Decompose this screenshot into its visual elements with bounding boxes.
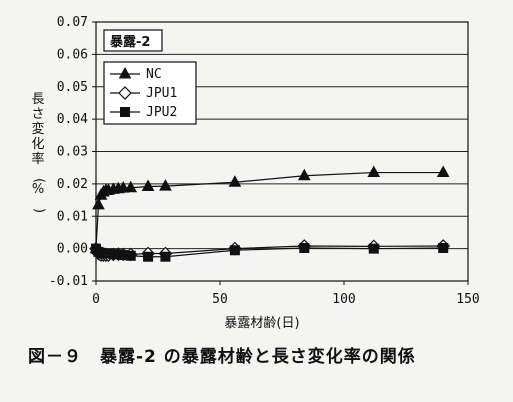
y-tick-label: 0.03 <box>57 145 88 160</box>
series <box>89 165 451 262</box>
data-point-triangle <box>141 179 155 191</box>
data-point-triangle <box>297 168 311 181</box>
x-tick-label: 0 <box>92 292 100 307</box>
data-point-square <box>125 250 136 261</box>
figure-caption: 図－９ 暴露-2 の暴露材齢と長さ変化率の関係 <box>28 347 416 367</box>
data-point-triangle <box>124 180 138 193</box>
y-axis-title-char: 変 <box>31 121 44 137</box>
legend-label: JPU2 <box>146 105 177 120</box>
panel-label-box: 暴露-2 <box>103 29 163 52</box>
y-tick-label: -0.01 <box>49 274 88 289</box>
y-axis-title-char: 率 <box>31 151 44 167</box>
y-tick-label: 0.01 <box>57 209 88 224</box>
y-tick-label: 0.04 <box>57 112 88 127</box>
data-point-diamond <box>118 86 132 100</box>
data-point-triangle <box>436 165 450 178</box>
legend-item-nc: NC <box>110 66 162 82</box>
data-point-square <box>368 243 379 254</box>
data-point-square <box>438 242 449 253</box>
y-axis-title-char: 化 <box>31 137 44 152</box>
y-tick-label: 0.05 <box>57 80 88 95</box>
data-point-square <box>120 107 130 117</box>
data-point-triangle <box>92 197 105 210</box>
y-axis-title: 長さ変化率 (%) <box>31 92 46 213</box>
x-tick-label: 50 <box>212 292 228 307</box>
y-axis-ticks: -0.01 0.00 0.01 0.02 0.03 0.04 0.05 0.06 0.07 <box>49 15 96 289</box>
data-point-triangle <box>228 175 242 187</box>
x-tick-label: 150 <box>456 292 479 307</box>
series-jpu2 <box>91 242 449 262</box>
y-tick-label: 0.06 <box>57 47 88 62</box>
data-point-triangle <box>159 179 172 191</box>
legend-label: NC <box>146 67 162 82</box>
y-axis-title-char: 長 <box>31 92 44 107</box>
data-point-square <box>143 251 154 262</box>
y-axis-title-char: さ <box>31 107 44 122</box>
x-tick-label: 100 <box>332 292 355 307</box>
y-tick-label: 0.07 <box>57 15 88 30</box>
series-nc <box>89 165 450 254</box>
data-point-square <box>160 251 171 262</box>
legend-item-jpu2: JPU2 <box>110 105 177 120</box>
data-point-square <box>299 242 310 253</box>
y-axis-title-char: ) <box>31 208 46 213</box>
legend-label: JPU1 <box>146 86 177 101</box>
panel-label: 暴露-2 <box>109 35 150 50</box>
x-axis-ticks: 0 50 100 150 <box>92 281 480 307</box>
legend-item-jpu1: JPU1 <box>110 86 177 101</box>
y-tick-label: 0.02 <box>57 177 88 192</box>
data-point-triangle <box>118 66 132 79</box>
data-point-triangle <box>367 165 381 178</box>
y-axis-title-char: % <box>32 182 44 197</box>
x-axis-title: 暴露材齢(日) <box>224 316 299 331</box>
data-point-square <box>229 245 240 256</box>
y-axis-title-char: ( <box>31 178 46 183</box>
y-tick-label: 0.00 <box>57 242 88 257</box>
legend: NC JPU1 JPU2 <box>103 61 197 125</box>
